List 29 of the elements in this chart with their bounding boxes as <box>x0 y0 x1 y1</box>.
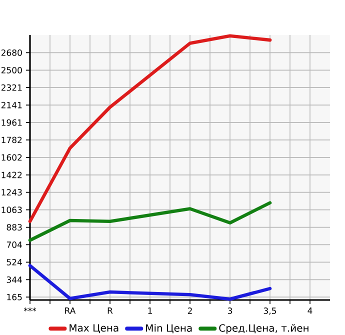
y-tick-label: 524 <box>6 258 22 266</box>
x-tick-label: 3,5 <box>264 308 276 315</box>
y-tick-label: 1961 <box>2 119 22 126</box>
x-tick-label: R <box>108 308 113 314</box>
legend-label: Min Цена <box>146 324 192 334</box>
legend-label: Max Цена <box>70 324 118 334</box>
x-tick-label: 1 <box>148 308 152 314</box>
line-series <box>28 34 272 224</box>
x-tick-label: 3 <box>228 308 232 314</box>
legend-label: Сред.Цена, т.йен <box>219 324 308 334</box>
x-tick-label: RA <box>65 308 76 314</box>
y-tick-label: 165 <box>7 294 22 300</box>
y-tick-label: 2500 <box>1 66 22 74</box>
line-series <box>28 264 272 301</box>
y-tick-label: 1782 <box>2 136 22 144</box>
y-tick-label: 2680 <box>1 49 22 56</box>
y-tick-label: 1602 <box>2 154 22 161</box>
y-tick-label: 1063 <box>2 206 22 214</box>
y-tick-label: 883 <box>6 224 22 231</box>
y-tick-label: 2141 <box>1 102 22 108</box>
y-tick-label: 704 <box>6 242 22 248</box>
y-tick-label: 344 <box>6 276 22 283</box>
y-tick-label: 1422 <box>2 172 22 178</box>
x-tick-label: 2 <box>188 308 192 314</box>
y-tick-label: 2321 <box>1 84 22 91</box>
x-tick-label: 4 <box>308 308 312 314</box>
line-series <box>28 201 272 242</box>
y-tick-label: 1243 <box>2 189 22 196</box>
x-tick-label: *** <box>24 308 36 312</box>
